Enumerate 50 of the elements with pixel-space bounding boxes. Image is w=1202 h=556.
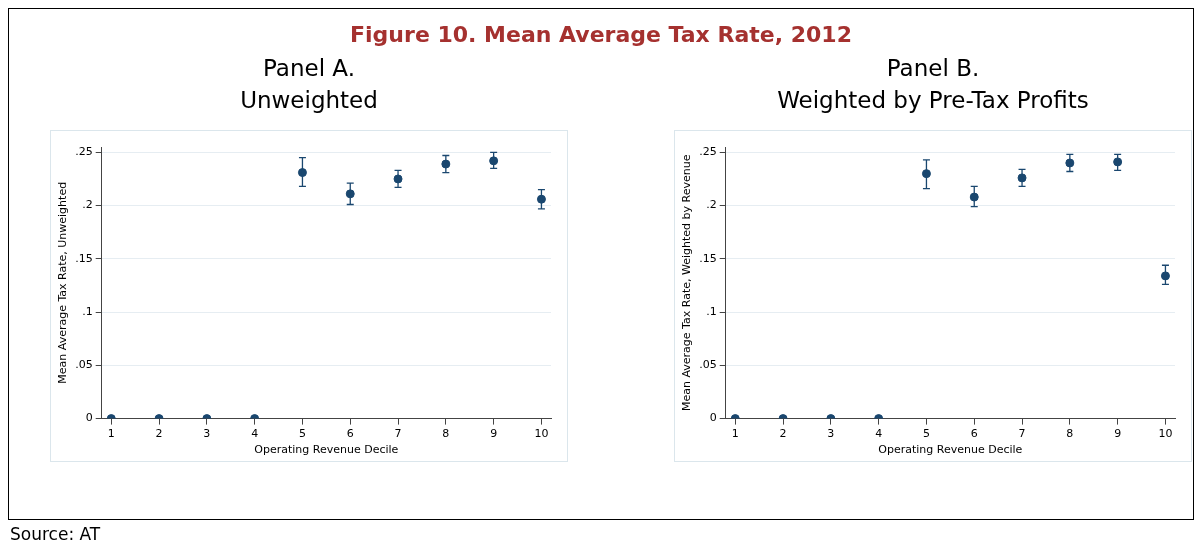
- x-tick-label: 6: [346, 427, 354, 441]
- x-tick-label: 6: [970, 427, 978, 441]
- x-axis-title: Operating Revenue Decile: [878, 443, 1023, 457]
- y-tick-label: .05: [75, 358, 93, 372]
- point: [969, 192, 979, 202]
- y-tick-label: .25: [75, 145, 93, 159]
- y-tick-label: .05: [699, 358, 717, 372]
- x-tick-label: 9: [490, 427, 498, 441]
- x-tick-label: 4: [251, 427, 259, 441]
- point: [536, 194, 546, 204]
- x-tick-label: 10: [534, 427, 549, 441]
- point: [489, 156, 499, 166]
- y-tick-label: .25: [699, 145, 717, 159]
- x-tick-label: 2: [779, 427, 787, 441]
- y-tick-label: 0: [85, 411, 93, 425]
- x-tick-label: 1: [107, 427, 115, 441]
- x-tick-label: 1: [731, 427, 739, 441]
- y-tick-label: .2: [82, 198, 93, 212]
- y-tick-label: .2: [706, 198, 717, 212]
- point: [921, 169, 931, 179]
- y-tick-label: .1: [706, 304, 717, 318]
- x-tick-label: 5: [298, 427, 306, 441]
- y-axis-title: Mean Average Tax Rate, Weighted by Revenue: [680, 154, 694, 412]
- x-tick-label: 3: [203, 427, 211, 441]
- x-tick-label: 4: [875, 427, 883, 441]
- x-tick-label: 7: [394, 427, 402, 441]
- chart-subtitle: Weighted by Pre-Tax Profits: [777, 86, 1089, 115]
- x-tick-label: 8: [1066, 427, 1074, 441]
- text: Figure 10. Mean Average Tax Rate, 2012: [349, 22, 853, 47]
- x-tick-label: 3: [827, 427, 835, 441]
- x-tick-label: 9: [1114, 427, 1122, 441]
- point: [441, 159, 451, 169]
- y-tick-label: .15: [699, 251, 717, 265]
- x-tick-label: 7: [1018, 427, 1026, 441]
- point: [1065, 158, 1075, 168]
- y-tick-label: 0: [709, 411, 717, 425]
- chart-title: Panel A.: [262, 54, 356, 83]
- x-tick-label: 8: [442, 427, 450, 441]
- chart-title: Panel B.: [885, 54, 981, 83]
- x-tick-label: 10: [1158, 427, 1173, 441]
- y-axis-title: Mean Average Tax Rate, Unweighted: [56, 181, 70, 384]
- x-axis-title: Operating Revenue Decile: [254, 443, 399, 457]
- point: [345, 189, 355, 199]
- x-tick-label: 5: [922, 427, 930, 441]
- source-note: Source: AT: [10, 524, 101, 544]
- point: [297, 168, 307, 178]
- x-tick-label: 2: [155, 427, 163, 441]
- chart-subtitle: Unweighted: [240, 86, 378, 115]
- y-tick-label: .1: [82, 304, 93, 318]
- y-tick-label: .15: [75, 251, 93, 265]
